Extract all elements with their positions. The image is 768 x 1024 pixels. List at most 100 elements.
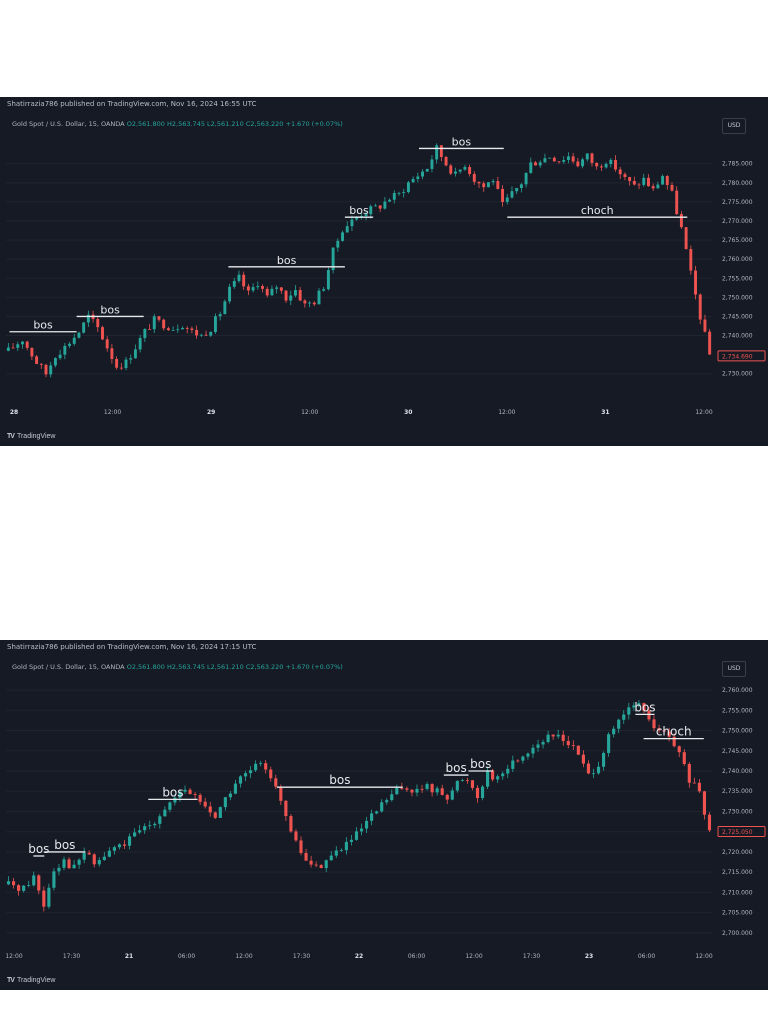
x-tick-label: 06:00 [178, 953, 195, 960]
candle-body [279, 287, 283, 291]
currency-button[interactable]: USD [722, 661, 746, 677]
y-tick-label: 2,740.000 [722, 768, 753, 775]
candle-body [185, 327, 189, 329]
candle-body [439, 145, 443, 158]
candle-body [129, 358, 133, 360]
choch-label: choch [656, 725, 692, 739]
candle-body [627, 707, 631, 715]
currency-button[interactable]: USD [722, 118, 746, 134]
candle-body [183, 789, 187, 792]
candle-body [543, 158, 547, 163]
candle-body [703, 319, 707, 332]
candle-body [86, 314, 90, 323]
candle-body [133, 832, 137, 837]
candle-body [143, 329, 147, 339]
candle-body [411, 178, 415, 183]
candle-body [541, 742, 545, 745]
candle-body [82, 852, 86, 860]
candle-body [117, 844, 122, 848]
candle-body [556, 734, 560, 737]
candle-body [208, 806, 212, 813]
candle-body [472, 173, 476, 182]
x-tick-label: 31 [601, 409, 609, 416]
candle-body [21, 341, 24, 345]
candle-body [604, 163, 608, 168]
candle-body [199, 334, 203, 336]
candle-body [204, 334, 208, 336]
candle-body [707, 814, 712, 831]
candle-body [87, 852, 91, 855]
bos-label: bos [470, 757, 491, 771]
candle-body [158, 816, 162, 824]
candle-body [460, 780, 464, 781]
y-tick-label: 2,750.000 [722, 728, 753, 735]
candle-body [312, 302, 316, 305]
candle-body [275, 287, 279, 289]
candle-body [642, 177, 646, 185]
candle-body [152, 316, 156, 330]
candle-body [153, 823, 157, 826]
candle-body [370, 813, 374, 821]
y-tick-label: 2,775.000 [722, 199, 753, 206]
choch-label: choch [581, 204, 614, 217]
candle-body [294, 290, 297, 296]
candle-body [57, 867, 61, 872]
candle-body [359, 828, 364, 832]
y-tick-label: 2,770.000 [722, 218, 753, 225]
x-tick-label: 12:00 [498, 409, 515, 416]
candle-body [534, 162, 537, 166]
candle-body [445, 794, 449, 800]
ohlc-low: L2,561.210 [207, 663, 244, 671]
candle-body [294, 831, 298, 841]
candle-body [193, 794, 197, 796]
chart-panel-2: Shatirrazia786 published on TradingView.… [0, 640, 768, 990]
candle-body [112, 847, 116, 851]
candle-body [679, 214, 683, 228]
candle-body [16, 344, 20, 348]
y-tick-label: 2,750.000 [722, 294, 753, 301]
candle-body [246, 286, 250, 291]
y-tick-label: 2,740.000 [722, 333, 753, 340]
candle-body [566, 740, 570, 746]
candle-body [143, 826, 147, 831]
candle-body [546, 734, 550, 743]
bos-label: bos [634, 700, 655, 714]
candle-body [365, 820, 369, 829]
candle-body [243, 773, 248, 777]
candle-body [618, 169, 622, 175]
y-tick-label: 2,780.000 [722, 180, 753, 187]
candle-body [430, 159, 434, 169]
candle-body [617, 719, 621, 729]
candle-body [63, 345, 67, 355]
candle-body [405, 788, 409, 790]
candle-body [380, 802, 384, 812]
ohlc-high: H2,563.745 [167, 663, 205, 671]
x-tick-label: 28 [10, 409, 18, 416]
candle-body [124, 359, 128, 369]
x-tick-label: 12:00 [301, 409, 318, 416]
candle-body [486, 182, 490, 188]
candle-body [599, 166, 603, 168]
ohlc-open: O2,561.800 [126, 120, 165, 128]
candle-body [298, 290, 302, 301]
bos-label: bos [329, 773, 350, 787]
candle-body [364, 214, 368, 217]
y-tick-label: 2,720.000 [722, 849, 753, 856]
candle-body [195, 329, 199, 336]
candle-body [651, 186, 655, 189]
candle-body [119, 367, 123, 369]
candle-body [173, 797, 177, 803]
candle-body [254, 763, 258, 771]
bos-label: bos [28, 842, 49, 856]
candle-body [632, 705, 636, 708]
candle-body [607, 734, 611, 753]
candle-body [47, 887, 51, 907]
candlestick-chart[interactable]: bos bos bos bos bos choch 2,785.000 2,780.000 2,… [0, 97, 768, 446]
candle-body [526, 753, 530, 757]
candle-body [133, 349, 137, 359]
candle-body [552, 157, 556, 162]
candle-body [345, 226, 349, 233]
candle-body [101, 327, 104, 340]
candle-body [420, 788, 424, 790]
